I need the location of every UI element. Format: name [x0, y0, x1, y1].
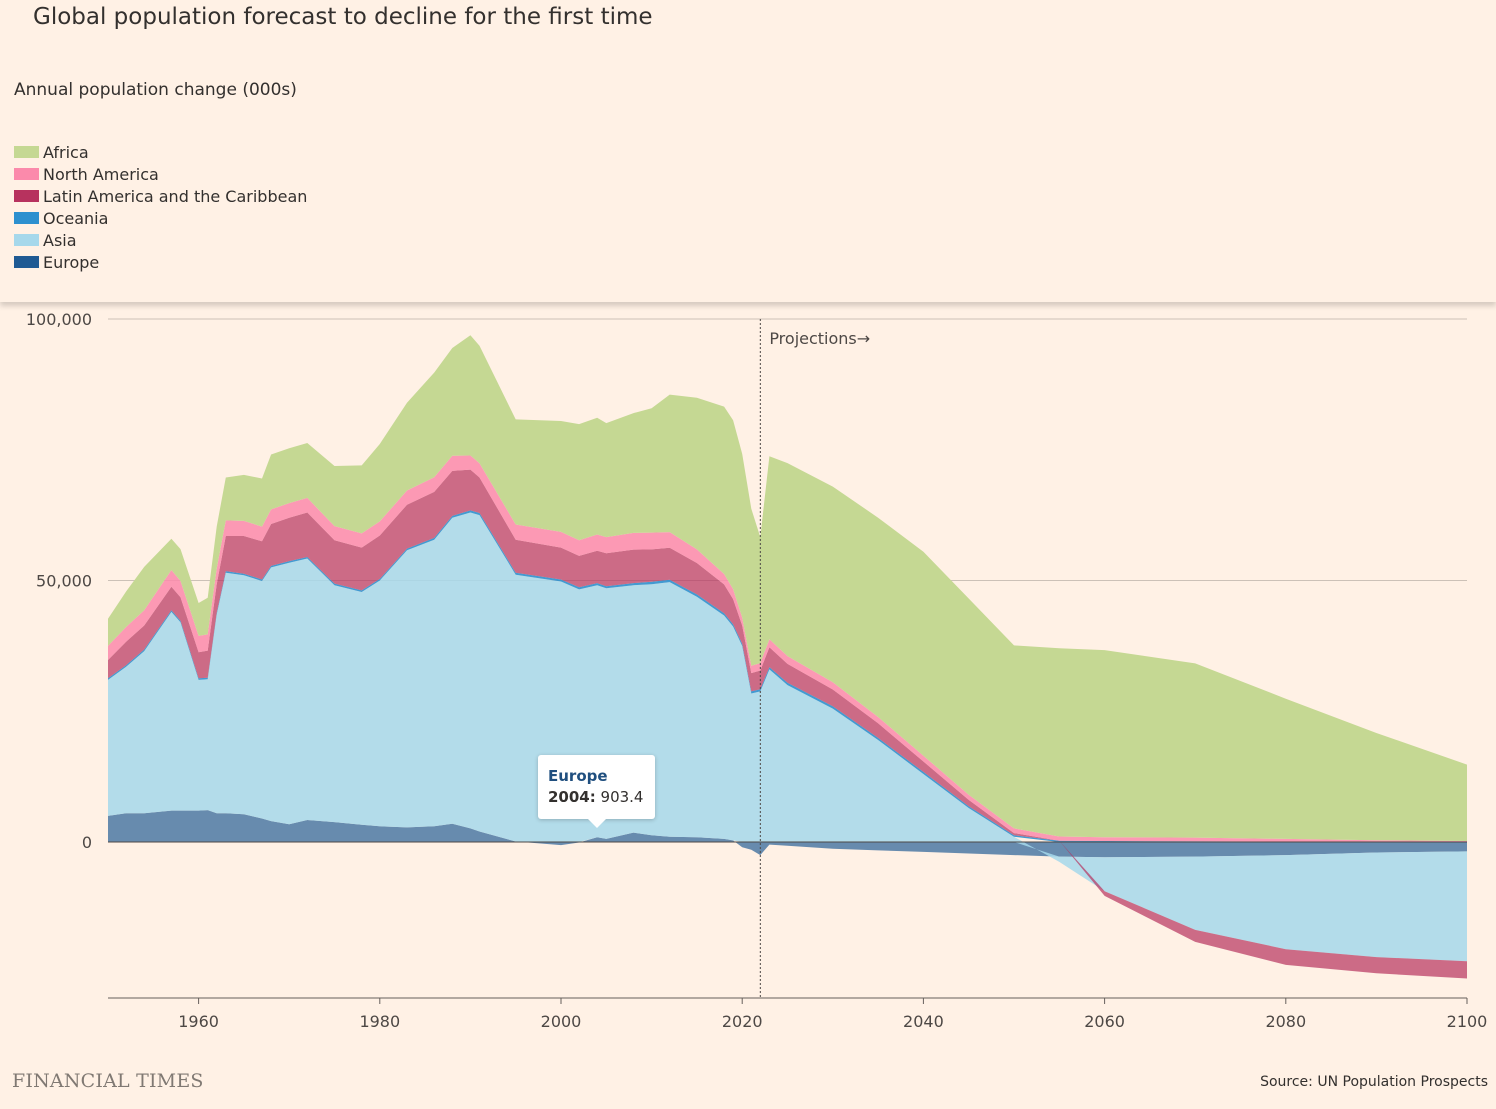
x-tick-label: 1960 — [178, 1012, 219, 1031]
x-tick-label: 2080 — [1265, 1012, 1306, 1031]
legend-swatch-north-america — [14, 168, 39, 180]
chart-subtitle: Annual population change (000s) — [14, 80, 297, 100]
legend-item-europe: Europe — [14, 251, 307, 273]
chart-header: Global population forecast to decline fo… — [0, 0, 1496, 302]
legend-swatch-europe — [14, 256, 39, 268]
projection-label: Projections→ — [769, 329, 870, 348]
legend-swatch-africa — [14, 146, 39, 158]
legend-item-north-america: North America — [14, 163, 307, 185]
legend-item-asia: Asia — [14, 229, 307, 251]
legend: Africa North America Latin America and t… — [14, 141, 307, 273]
area-europe[interactable] — [108, 810, 1467, 858]
legend-swatch-oceania — [14, 212, 39, 224]
legend-label-oceania: Oceania — [43, 208, 109, 228]
x-tick-label: 2000 — [541, 1012, 582, 1031]
y-tick-label: 0 — [82, 833, 92, 852]
area-series[interactable] — [108, 335, 1467, 979]
chart-title: Global population forecast to decline fo… — [33, 4, 653, 30]
x-tick-label: 2060 — [1084, 1012, 1125, 1031]
tooltip-year: 2004: — [548, 788, 596, 806]
legend-swatch-asia — [14, 234, 39, 246]
source-note: Source: UN Population Prospects — [1260, 1074, 1488, 1090]
tooltip-value: 903.4 — [600, 788, 644, 806]
legend-label-asia: Asia — [43, 230, 77, 250]
legend-swatch-latin-america — [14, 190, 39, 202]
x-tick-label: 2100 — [1447, 1012, 1488, 1031]
area-asia[interactable] — [108, 512, 1467, 962]
tooltip-value-line: 2004: 903.4 — [548, 786, 655, 808]
y-tick-label: 50,000 — [36, 572, 92, 591]
legend-label-north-america: North America — [43, 164, 159, 184]
legend-label-europe: Europe — [43, 252, 100, 272]
x-tick-label: 2020 — [722, 1012, 763, 1031]
legend-label-africa: Africa — [43, 142, 89, 162]
area-africa[interactable] — [108, 335, 1467, 841]
ft-logo: FINANCIAL TIMES — [12, 1070, 204, 1092]
annotations: Projections→ — [759, 319, 870, 998]
y-tick-label: 100,000 — [26, 310, 92, 329]
legend-item-oceania: Oceania — [14, 207, 307, 229]
legend-label-latin-america: Latin America and the Caribbean — [43, 186, 308, 206]
x-tick-label: 2040 — [903, 1012, 944, 1031]
axes: 0 50,000 100,000 1960 1980 2000 2020 2040 2060 20… — [26, 310, 1488, 1031]
data-tooltip: Europe 2004: 903.4 — [538, 755, 655, 828]
tooltip-series-name: Europe — [548, 767, 608, 785]
legend-item-africa: Africa — [14, 141, 307, 163]
legend-item-latin-america: Latin America and the Caribbean — [14, 185, 307, 207]
x-tick-label: 1980 — [359, 1012, 400, 1031]
